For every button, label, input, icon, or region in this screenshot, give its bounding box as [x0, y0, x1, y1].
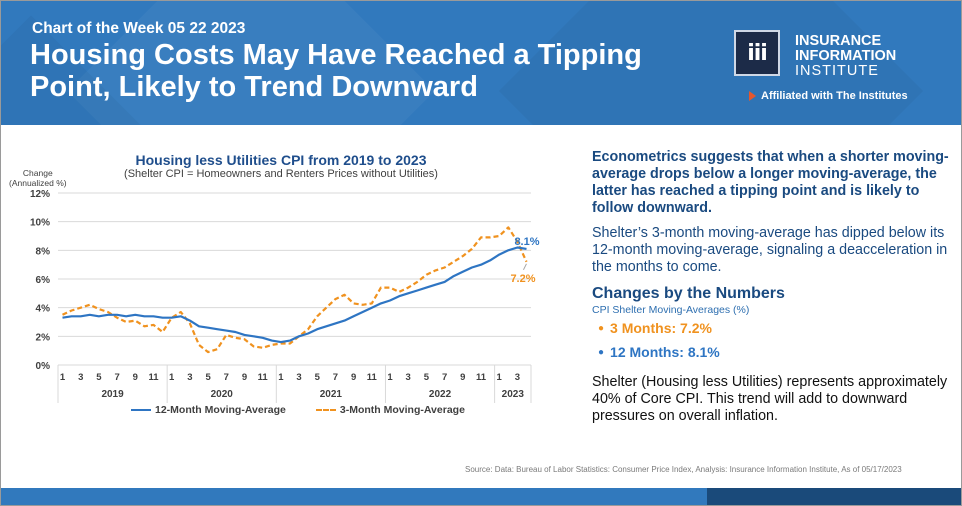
body-paragraph: Shelter’s 3-month moving-average has dip…: [592, 225, 948, 275]
y-axis-label-line-1: Change: [22, 168, 53, 178]
bullet-3-months: ● 3 Months: 7.2%: [598, 320, 952, 336]
x-year-label: 2023: [502, 389, 525, 400]
logo-mark: iii: [747, 40, 768, 66]
x-tick-label: 11: [258, 372, 269, 383]
y-tick-label: 6%: [36, 275, 51, 286]
x-tick-label: 1: [497, 372, 503, 383]
x-tick-label: 11: [476, 372, 487, 383]
y-axis-label-line-2: (Annualized %): [9, 178, 67, 188]
x-tick-label: 3: [78, 372, 83, 383]
closing-paragraph: Shelter (Housing less Utilities) represe…: [592, 374, 948, 424]
numbers-heading: Changes by the Numbers: [592, 285, 785, 302]
x-tick-label: 9: [460, 372, 465, 383]
brand-line-3: INSTITUTE: [795, 63, 879, 79]
x-tick-label: 9: [351, 372, 356, 383]
chart-subtitle: (Shelter CPI = Homeowners and Renters Pr…: [124, 168, 438, 180]
x-year-label: 2020: [211, 389, 234, 400]
legend-item-12m: 12-Month Moving-Average: [131, 404, 286, 416]
commentary-panel: Econometrics suggests that when a shorte…: [592, 149, 952, 425]
affiliation-text: Affiliated with The Institutes: [761, 90, 908, 102]
series-3-month-line: [62, 226, 528, 354]
kicker-text: Chart of the Week 05 22 2023: [32, 20, 246, 37]
line-chart: 0%2%4%6%8%10%12%1 3 5 7 9 11 1 3 5 7 9 11 1 3 5 7 9 11 1 3 5…: [30, 189, 540, 403]
legend-label-12m: 12-Month Moving-Average: [155, 404, 286, 416]
x-tick-label: 9: [133, 372, 138, 383]
y-tick-label: 12%: [30, 189, 50, 200]
x-year-label: 2022: [429, 389, 452, 400]
x-tick-label: 11: [367, 372, 378, 383]
brand-name: INSURANCE INFORMATION INSTITUTE: [795, 34, 896, 79]
legend-item-3m: 3-Month Moving-Average: [315, 404, 465, 416]
x-tick-label: 1: [60, 372, 66, 383]
x-year-label: 2019: [101, 389, 124, 400]
x-tick-label: 3: [187, 372, 192, 383]
x-tick-label: 7: [333, 372, 338, 383]
header-banner: Chart of the Week 05 22 2023 Housing Cos…: [1, 1, 961, 125]
bullet-3-months-text: 3 Months: 7.2%: [610, 320, 712, 336]
y-tick-label: 10%: [30, 218, 50, 229]
y-tick-label: 4%: [36, 304, 51, 315]
legend-label-3m: 3-Month Moving-Average: [339, 404, 465, 416]
data-label-leader: [523, 263, 527, 271]
x-tick-label: 7: [442, 372, 447, 383]
data-label-12m: 8.1%: [514, 236, 539, 248]
brand-line-2: INFORMATION: [795, 48, 897, 64]
x-tick-label: 3: [406, 372, 411, 383]
x-tick-label: 1: [278, 372, 284, 383]
bullet-dot-icon: ●: [598, 323, 605, 334]
x-tick-label: 7: [114, 372, 119, 383]
numbers-subheading: CPI Shelter Moving-Averages (%): [592, 304, 750, 316]
lead-paragraph: Econometrics suggests that when a shorte…: [592, 149, 949, 216]
footer-bar-light: [1, 488, 707, 505]
bullet-12-months-text: 12 Months: 8.1%: [610, 344, 720, 360]
x-tick-label: 5: [424, 372, 430, 383]
brand-line-1: INSURANCE: [795, 33, 882, 49]
page-title: Housing Costs May Have Reached a Tipping…: [30, 39, 642, 103]
series-12-month-line: [62, 246, 527, 344]
affiliation: Affiliated with The Institutes: [749, 90, 908, 102]
y-tick-label: 2%: [36, 332, 51, 343]
x-tick-label: 9: [242, 372, 247, 383]
x-tick-label: 5: [315, 372, 321, 383]
y-tick-label: 8%: [36, 246, 51, 257]
bullet-12-months: ● 12 Months: 8.1%: [598, 344, 952, 360]
source-note: Source: Data: Bureau of Labor Statistics…: [465, 465, 902, 474]
data-label-3m: 7.2%: [510, 273, 535, 285]
x-tick-label: 3: [296, 372, 301, 383]
bullet-dot-icon: ●: [598, 347, 605, 358]
chart-legend: 12-Month Moving-Average 3-Month Moving-A…: [131, 404, 465, 416]
x-tick-label: 1: [169, 372, 175, 383]
x-tick-label: 1: [387, 372, 393, 383]
play-triangle-icon: [749, 91, 756, 101]
x-tick-label: 11: [148, 372, 159, 383]
x-tick-label: 5: [205, 372, 211, 383]
y-tick-label: 0%: [36, 361, 51, 372]
legend-swatch-solid: [131, 409, 151, 411]
iii-logo-icon: iii: [734, 30, 780, 76]
y-axis-label: Change (Annualized %): [9, 168, 67, 188]
legend-swatch-dashed: [315, 409, 336, 411]
x-tick-label: 3: [515, 372, 520, 383]
x-tick-label: 5: [96, 372, 102, 383]
x-tick-label: 7: [224, 372, 229, 383]
chart-title: Housing less Utilities CPI from 2019 to …: [135, 152, 427, 168]
footer-bar-dark: [707, 488, 961, 505]
x-year-label: 2021: [320, 389, 343, 400]
